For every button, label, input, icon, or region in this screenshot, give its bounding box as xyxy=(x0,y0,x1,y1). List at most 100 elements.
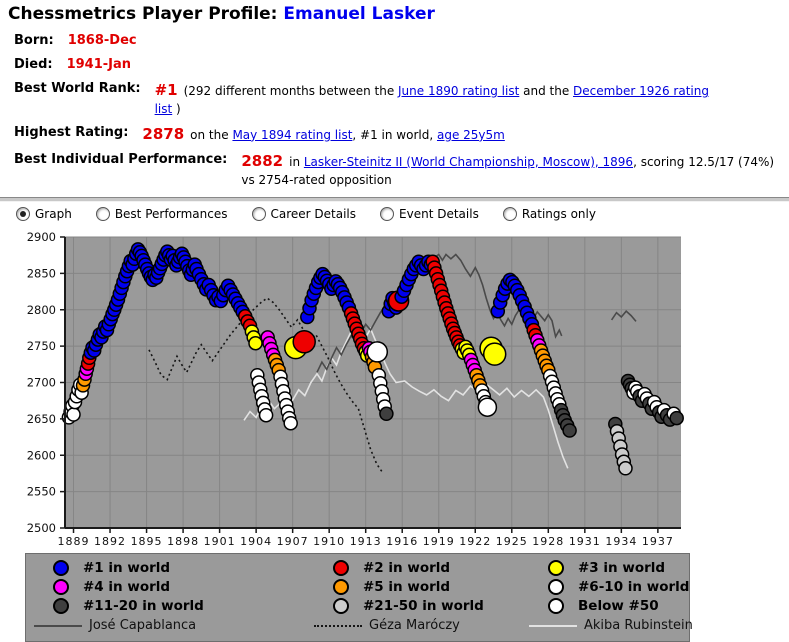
born-label: Born: xyxy=(14,33,54,48)
born-row: Born: 1868-Dec xyxy=(14,32,789,51)
rating-point xyxy=(258,407,274,423)
y-tick-label: 2750 xyxy=(27,339,56,353)
tab-graph[interactable]: Graph xyxy=(16,206,72,221)
y-tick-label: 2550 xyxy=(27,484,56,498)
legend-player: José Capablanca xyxy=(26,616,306,636)
page-title-prefix: Chessmetrics Player Profile: xyxy=(8,4,284,24)
tab-graph-label: Graph xyxy=(35,206,72,221)
y-tick-label: 2650 xyxy=(27,412,56,426)
died-label: Died: xyxy=(14,56,53,72)
maroczy-line xyxy=(148,296,384,473)
legend-dot-5 xyxy=(333,579,349,596)
best-performance-label: Best Individual Performance: xyxy=(14,151,228,167)
x-tick-label: 1910 xyxy=(313,535,345,547)
x-tick-label: 1931 xyxy=(569,535,601,547)
june-1890-rating-list-link[interactable]: June 1890 rating list xyxy=(398,83,520,98)
legend-player: Akiba Rubinstein xyxy=(521,616,693,636)
x-tick-label: 1925 xyxy=(496,535,528,547)
view-selector: Graph Best Performances Career Details E… xyxy=(16,206,789,221)
legend-dot-6-10 xyxy=(548,579,564,596)
rating-point xyxy=(292,329,316,354)
legend-label-11-20: #11-20 in world xyxy=(83,598,204,615)
tab-best-performances-label: Best Performances xyxy=(114,206,228,221)
legend-label-6-10: #6-10 in world xyxy=(578,579,690,596)
rating-point xyxy=(618,460,633,476)
x-tick-label: 1898 xyxy=(167,535,199,547)
rating-point xyxy=(482,342,507,366)
best-performance-value: 2882 xyxy=(241,151,284,170)
rating-point xyxy=(283,415,298,431)
rating-point xyxy=(366,340,389,363)
legend-dot-4 xyxy=(53,579,69,596)
best-performances-radio[interactable] xyxy=(95,206,110,221)
died-value: 1941-Jan xyxy=(66,56,132,72)
legend-line-sample xyxy=(314,624,362,627)
x-tick-label: 1901 xyxy=(204,535,236,547)
may-1894-rating-list-link[interactable]: May 1894 rating list xyxy=(232,127,353,142)
legend-dot-11-20 xyxy=(53,598,69,615)
legend-rank-entries: #1 in world #2 in world #3 in world #4 in w… xyxy=(26,559,689,616)
x-tick-label: 1922 xyxy=(459,535,491,547)
event-details-radio[interactable] xyxy=(380,206,395,221)
chart-legend: #1 in world #2 in world #3 in world #4 in w… xyxy=(25,552,693,642)
x-tick-label: 1934 xyxy=(605,535,637,547)
legend-rank-3: #3 in world xyxy=(521,559,689,578)
legend-dot-2 xyxy=(333,560,349,577)
legend-player-name: Géza Maróczy xyxy=(369,618,460,634)
tab-ratings-only[interactable]: Ratings only xyxy=(502,206,596,221)
age-link[interactable]: age 25y5m xyxy=(436,127,505,142)
x-tick-label: 1889 xyxy=(58,535,90,547)
y-tick-label: 2800 xyxy=(27,302,56,316)
y-tick-label: 2500 xyxy=(27,521,56,535)
tab-best-performances[interactable]: Best Performances xyxy=(95,206,228,221)
legend-rank-4: #4 in world xyxy=(26,578,306,597)
highest-rating-text: on the xyxy=(190,127,233,142)
legend-dot-21-50 xyxy=(333,598,349,615)
header-divider xyxy=(0,196,789,202)
legend-label-50+: Below #50 xyxy=(578,598,659,615)
rating-point xyxy=(379,406,394,421)
best-world-rank-text-post: ) xyxy=(172,102,181,117)
legend-dot-1 xyxy=(53,560,69,577)
rating-history-chart: 2500 2550 2600 2650 2700 2750 2800 2850 2900 1889… xyxy=(0,225,789,551)
legend-dot-3 xyxy=(548,560,564,577)
y-tick-label: 2900 xyxy=(27,230,56,244)
x-tick-label: 1907 xyxy=(277,535,309,547)
player-name: Emanuel Lasker xyxy=(283,4,435,24)
legend-rank-11-20: #11-20 in world xyxy=(26,597,306,616)
born-value: 1868-Dec xyxy=(67,33,137,48)
legend-label-2: #2 in world xyxy=(363,560,451,577)
highest-rating-label: Highest Rating: xyxy=(14,124,129,140)
page-title: Chessmetrics Player Profile: Emanuel Las… xyxy=(8,4,789,24)
graph-radio[interactable] xyxy=(16,206,30,221)
tab-event-details[interactable]: Event Details xyxy=(380,206,479,221)
legend-label-21-50: #21-50 in world xyxy=(363,598,484,615)
rating-point xyxy=(669,410,684,426)
highest-rating-value: 2878 xyxy=(142,124,185,143)
ratings-only-radio[interactable] xyxy=(502,206,517,221)
legend-player-name: José Capablanca xyxy=(89,618,197,634)
lasker-steinitz-event-link[interactable]: Lasker-Steinitz II (World Championship, … xyxy=(303,154,634,169)
rating-chart-canvas: 2500 2550 2600 2650 2700 2750 2800 2850 2900 1889… xyxy=(27,230,684,548)
x-tick-label: 1916 xyxy=(386,535,418,547)
legend-rank-50+: Below #50 xyxy=(521,597,689,616)
tab-career-details[interactable]: Career Details xyxy=(251,206,356,221)
x-tick-label: 1928 xyxy=(532,535,564,547)
career-details-radio[interactable] xyxy=(251,206,266,221)
legend-label-3: #3 in world xyxy=(578,560,666,577)
legend-label-1: #1 in world xyxy=(83,560,171,577)
legend-rank-1: #1 in world xyxy=(26,559,306,578)
legend-rank-2: #2 in world xyxy=(306,559,521,578)
best-world-rank-label: Best World Rank: xyxy=(14,80,141,96)
highest-rating-text-mid: , #1 in world, xyxy=(352,127,437,142)
x-tick-label: 1895 xyxy=(131,535,163,547)
x-tick-label: 1937 xyxy=(642,535,674,547)
x-tick-label: 1892 xyxy=(94,535,126,547)
x-tick-label: 1913 xyxy=(350,535,382,547)
december-1926-rating-list-link[interactable]: December 1926 rating list xyxy=(154,83,709,117)
legend-label-5: #5 in world xyxy=(363,579,451,596)
rating-point xyxy=(248,335,263,351)
died-row: Died: 1941-Jan xyxy=(14,56,789,75)
legend-dot-50+ xyxy=(548,598,564,615)
x-tick-label: 1919 xyxy=(423,535,455,547)
